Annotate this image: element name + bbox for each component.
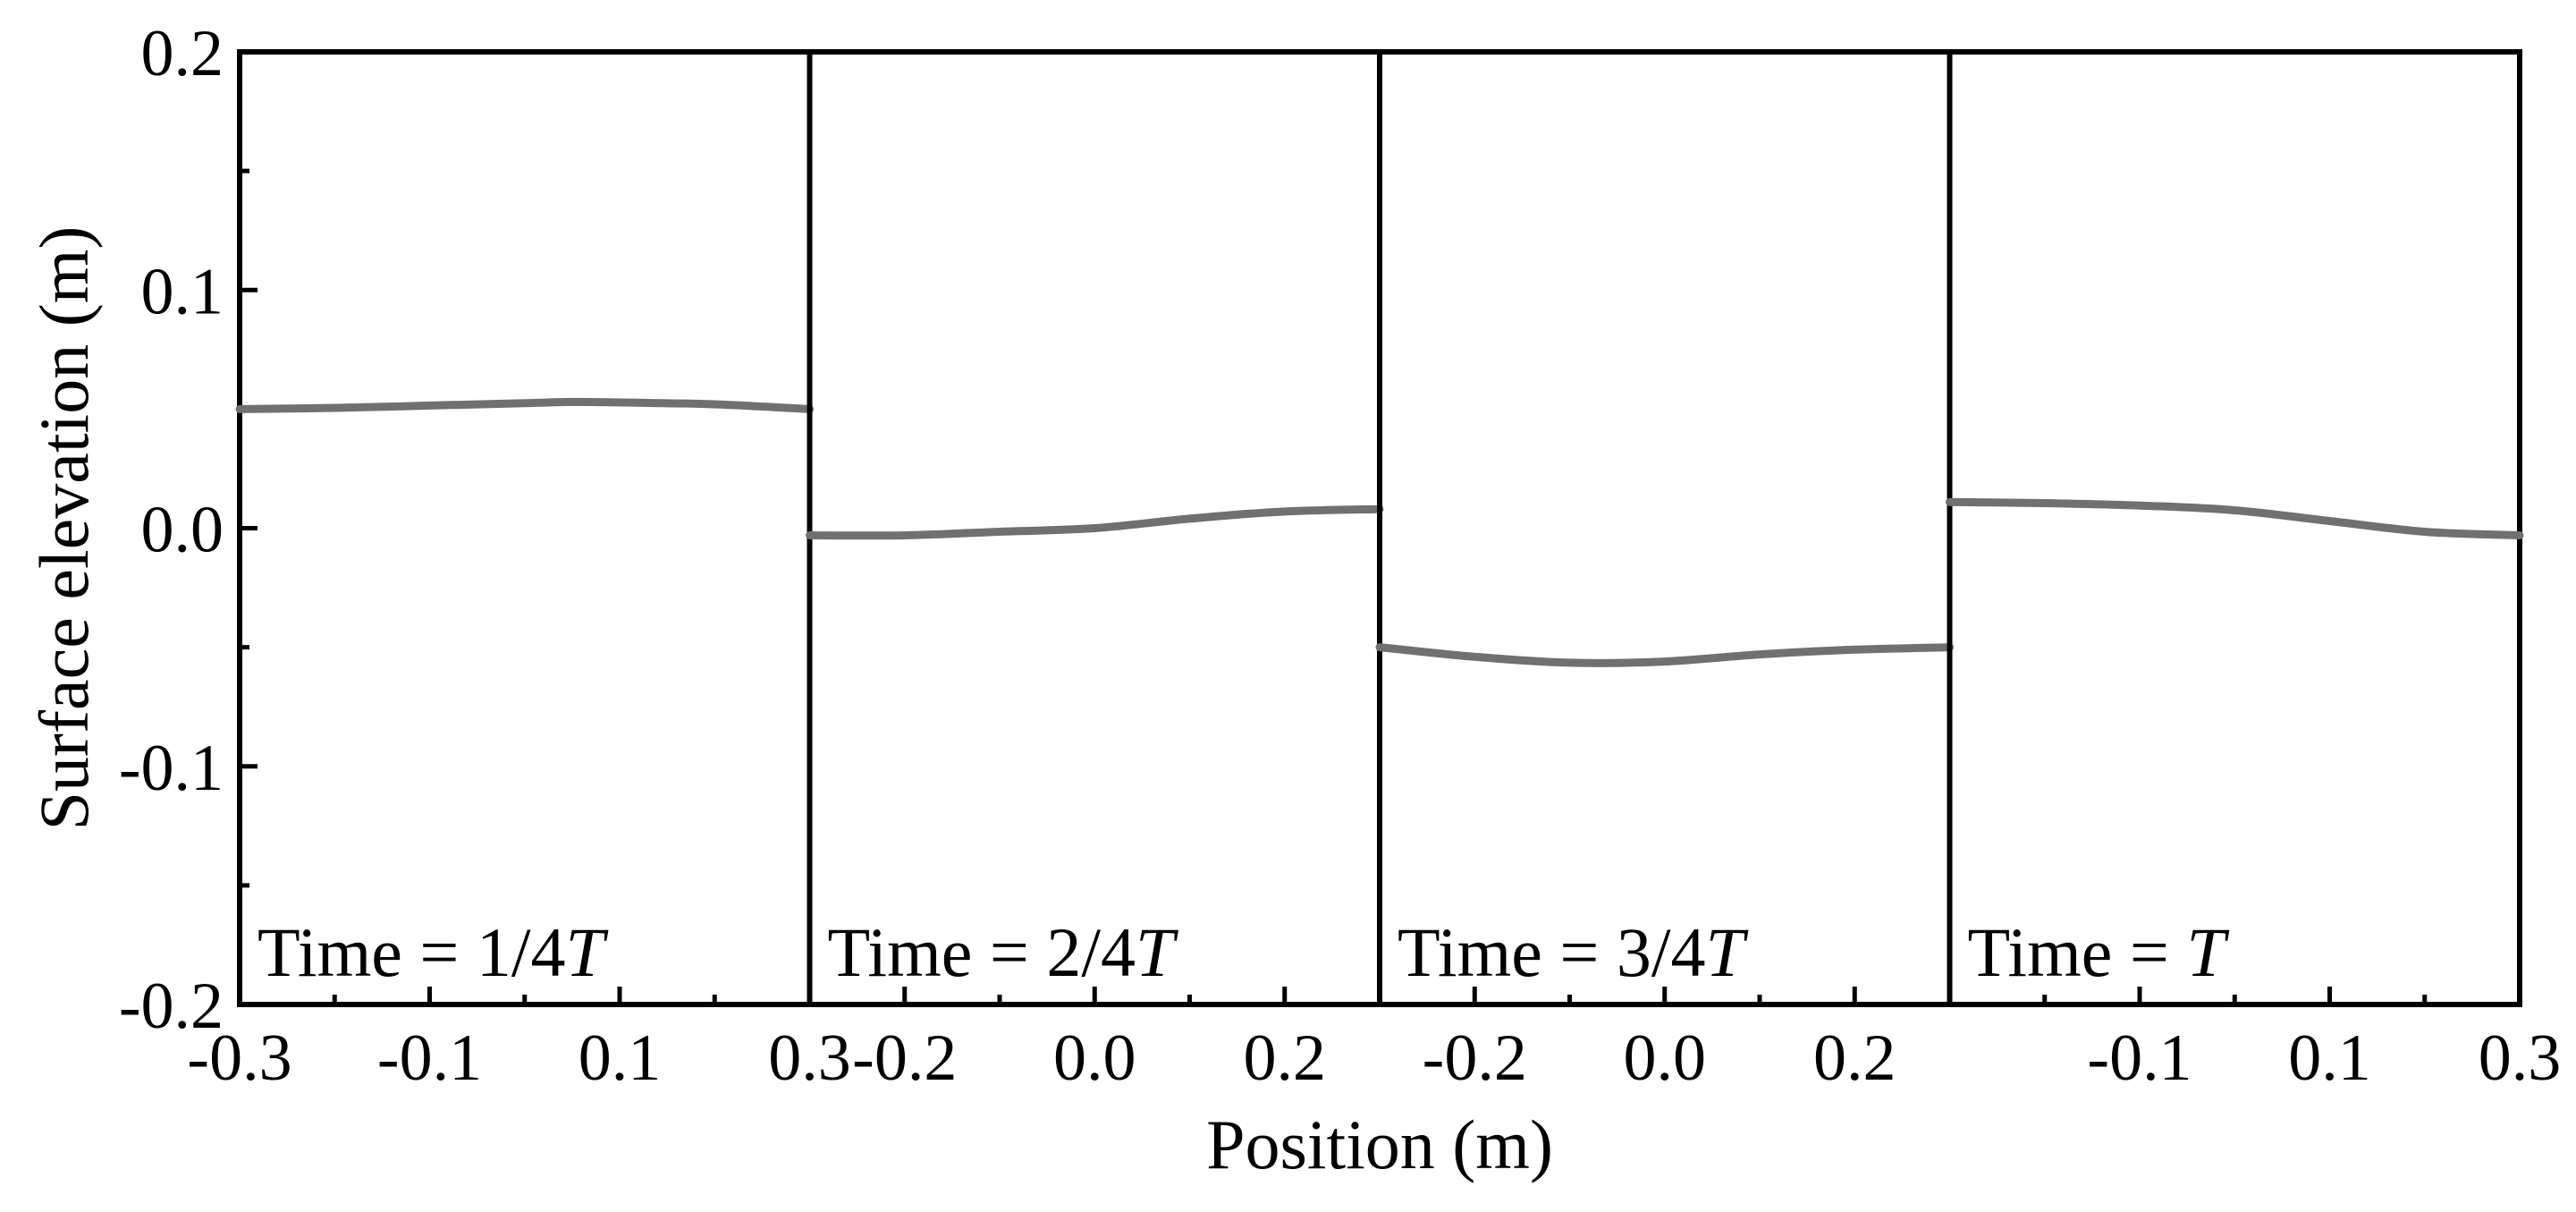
x-tick-label: 0.2 [1244, 1021, 1327, 1095]
y-tick-label: 0.2 [141, 17, 224, 90]
x-tick-label: 0.1 [2288, 1021, 2371, 1095]
x-tick-label: -0.1 [377, 1021, 482, 1095]
x-tick-label: -0.2 [852, 1021, 957, 1095]
panel-3: Time = 3/4T [1375, 49, 1954, 1007]
panel-4: Time = T [1946, 49, 2524, 1007]
y-tick-label: 0.1 [141, 255, 224, 328]
time-annotation: Time = 2/4T [828, 913, 1179, 991]
x-tick-label: -0.2 [1423, 1021, 1527, 1095]
x-tick-label: -0.1 [2087, 1021, 2192, 1095]
y-axis: -0.2 -0.1 0.0 0.1 0.2 [119, 17, 258, 1043]
panel-1: Time = 1/4T [235, 49, 814, 1007]
series-line [1375, 643, 1954, 667]
panels: Time = 1/4T Time = 2/4T Time = 3/4T Time = … [235, 49, 2524, 1007]
time-annotation: Time = T [1968, 913, 2230, 991]
y-tick-label: -0.1 [119, 732, 224, 805]
y-tick-label: 0.0 [141, 494, 224, 567]
panel-frame [1377, 49, 1953, 1007]
x-tick-label: 0.1 [579, 1021, 662, 1095]
y-tick-label: -0.2 [119, 970, 224, 1043]
x-tick-label: 0.2 [1813, 1021, 1896, 1095]
series-line [235, 397, 814, 413]
panel-frame [1947, 49, 2522, 1007]
series-line [806, 504, 1384, 540]
x-tick-label: -0.3 [187, 1021, 291, 1095]
x-tick-labels: -0.3 -0.1 0.1 0.3 -0.2 0.0 0.2 -0.2 0.0 0.2 -0.1 0.… [187, 1021, 2561, 1095]
x-axis-title: Position (m) [1206, 1106, 1553, 1183]
x-tick-label: 0.0 [1624, 1021, 1707, 1095]
series-line [1946, 497, 2524, 539]
x-tick-label: 0.3 [2479, 1021, 2562, 1095]
y-axis-title: Surface elevation (m) [25, 226, 103, 831]
time-annotation: Time = 3/4T [1398, 913, 1749, 991]
x-tick-label: 0.0 [1053, 1021, 1136, 1095]
panel-frame [237, 49, 813, 1007]
time-annotation: Time = 1/4T [258, 913, 609, 991]
panel-2: Time = 2/4T [806, 49, 1384, 1007]
x-tick-label: 0.3 [768, 1021, 851, 1095]
